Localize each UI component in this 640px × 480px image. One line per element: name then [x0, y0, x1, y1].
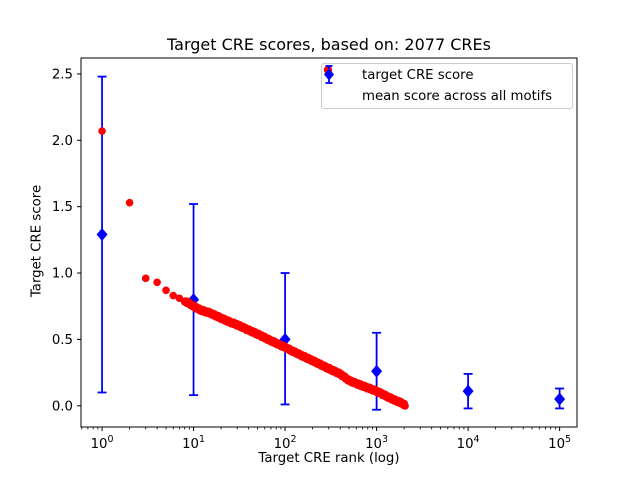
svg-text:0.0: 0.0: [52, 399, 73, 414]
svg-text:1.5: 1.5: [52, 200, 73, 215]
x-axis-label: Target CRE rank (log): [258, 451, 400, 466]
legend-label-mean-score: mean score across all motifs: [362, 89, 553, 105]
mean-score-diamond: [96, 228, 108, 242]
svg-text:105: 105: [548, 434, 571, 452]
mean-score-series: [96, 75, 566, 411]
mean-score-diamond: [371, 364, 383, 378]
y-axis-ticks: 0.0 0.5 1.0 1.5 2.0 2.5: [52, 67, 81, 414]
svg-text:2.0: 2.0: [52, 134, 73, 149]
chart-title: Target CRE scores, based on: 2077 CREs: [167, 35, 491, 54]
svg-text:103: 103: [365, 434, 388, 452]
svg-text:1.0: 1.0: [52, 267, 73, 282]
svg-text:2.5: 2.5: [52, 67, 73, 82]
mean-score-diamond: [462, 384, 474, 398]
svg-text:0.5: 0.5: [52, 333, 73, 348]
legend-item-target-cre-score: target CRE score: [322, 65, 572, 86]
legend: target CRE score mean score across all m…: [321, 63, 573, 109]
svg-text:102: 102: [274, 434, 297, 452]
mean-score-diamond: [554, 392, 566, 406]
legend-label-target-cre-score: target CRE score: [362, 67, 474, 83]
svg-text:101: 101: [182, 434, 205, 452]
legend-item-mean-score: mean score across all motifs: [322, 65, 572, 107]
y-axis-label: Target CRE score: [29, 184, 45, 298]
svg-text:104: 104: [457, 434, 480, 452]
x-axis-ticks: 100 101 102 103 104 105: [81, 427, 571, 452]
target-cre-score-series: [98, 127, 409, 410]
svg-text:100: 100: [91, 434, 114, 452]
